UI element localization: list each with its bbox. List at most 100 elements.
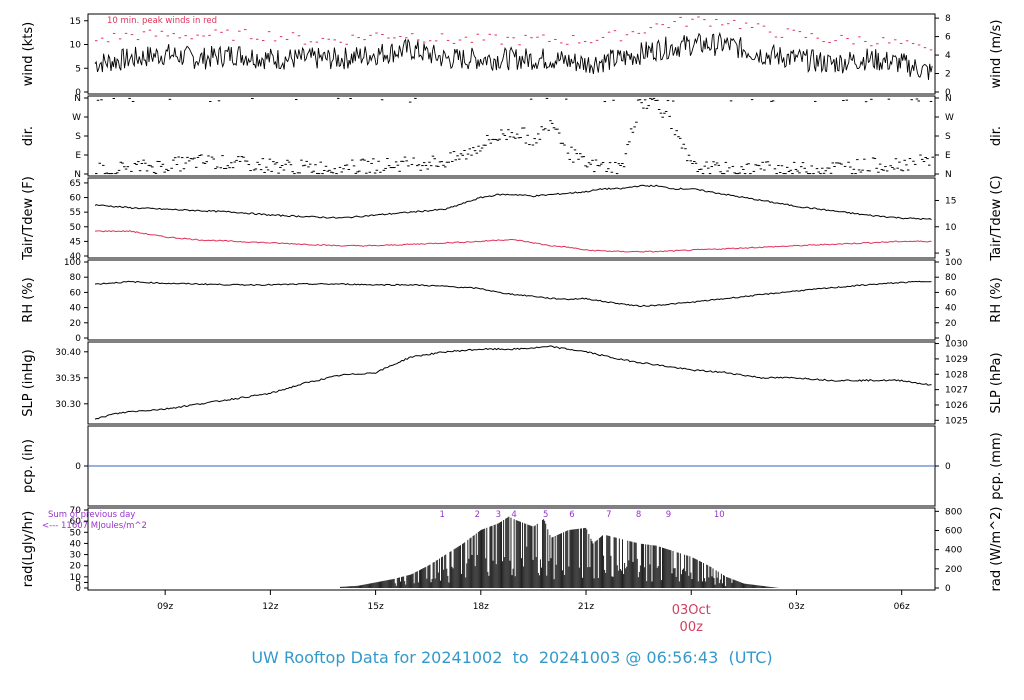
rad-sum-value: <--- 11607 MJoules/m^2 bbox=[42, 521, 147, 531]
y-tick-label: 10 bbox=[70, 41, 82, 51]
panel-rh: 0 20 40 60 80 100 0 20 40 60 80 100 RH (%) RH (%) bbox=[21, 258, 1004, 344]
footer-prefix: UW Rooftop Data for bbox=[251, 648, 416, 667]
y-tick-label: 30.40 bbox=[55, 348, 81, 358]
x-axis: 09z 12z 15z 18z 21z 03z 06z 03Oct 00z bbox=[157, 590, 910, 635]
y-tick-label: 40 bbox=[70, 304, 82, 314]
y2-tick-label: 600 bbox=[945, 527, 962, 537]
y2-tick-label: 100 bbox=[945, 258, 962, 268]
y-axis-label: rad(Lgly/hr) bbox=[21, 511, 36, 587]
x-tick-label: 15z bbox=[368, 602, 384, 612]
wind-speed-line bbox=[94, 31, 933, 80]
panel-slp: 30.30 30.35 30.40 1025 1026 1027 1028 1029 1030 S… bbox=[21, 340, 1004, 427]
hour-label: 5 bbox=[543, 510, 548, 520]
dewpoint-line bbox=[94, 230, 932, 253]
y2-axis-label: wind (m/s) bbox=[989, 20, 1004, 89]
y2-tick-label: 1027 bbox=[945, 386, 968, 396]
y2-tick-label: 40 bbox=[945, 304, 957, 314]
y-tick-label: 45 bbox=[70, 237, 81, 247]
y2-axis-label: SLP (hPa) bbox=[989, 352, 1004, 413]
x-tick-label: 09z bbox=[157, 602, 173, 612]
y-tick-label: 0 bbox=[75, 462, 81, 472]
hour-label: 1 bbox=[440, 510, 445, 520]
hour-label: 10 bbox=[714, 510, 725, 520]
y-tick-label: 100 bbox=[64, 258, 81, 268]
y2-tick-label: 1029 bbox=[945, 355, 968, 365]
y-tick-label: 30.35 bbox=[55, 374, 81, 384]
y-tick-label: 30.30 bbox=[55, 400, 81, 410]
y-tick-label: 0 bbox=[75, 334, 81, 344]
y-tick-label: 50 bbox=[70, 528, 82, 538]
y-tick-label: 15 bbox=[70, 17, 81, 27]
y2-tick-label: 400 bbox=[945, 546, 962, 556]
y-tick-label: 70 bbox=[70, 506, 82, 516]
y-tick-label: 40 bbox=[70, 539, 82, 549]
y-tick-label: 60 bbox=[70, 288, 82, 298]
y2-axis-label: rad (W/m^2) bbox=[989, 507, 1004, 592]
date-label: 03Oct bbox=[672, 603, 711, 618]
peak-wind-marks bbox=[95, 16, 933, 51]
y-tick-label: 50 bbox=[70, 223, 82, 233]
y-axis-label: Tair/Tdew (F) bbox=[21, 176, 36, 261]
y-tick-label: W bbox=[72, 113, 81, 123]
panel-frame bbox=[87, 13, 936, 95]
y-axis-label: dir. bbox=[21, 126, 36, 146]
hour-label: 8 bbox=[636, 510, 641, 520]
footer-end-date: 20241003 @ 06:56:43 bbox=[538, 648, 719, 667]
direction-marks bbox=[95, 97, 934, 175]
y2-tick-label: 0 bbox=[945, 462, 951, 472]
y-axis-label: RH (%) bbox=[21, 277, 36, 322]
y2-tick-label: 6 bbox=[945, 33, 951, 43]
panel-pcp: 0 0 pcp. (in) pcp. (mm) bbox=[21, 425, 1004, 507]
y-tick-label: N bbox=[74, 94, 81, 104]
y-tick-label: 20 bbox=[70, 319, 82, 329]
x-tick-label: 06z bbox=[894, 602, 910, 612]
date-sub-label: 00z bbox=[680, 620, 704, 635]
y2-tick-label: 15 bbox=[945, 196, 956, 206]
x-tick-label: 12z bbox=[262, 602, 278, 612]
y2-tick-label: 1025 bbox=[945, 416, 968, 426]
y2-axis-label: dir. bbox=[989, 126, 1004, 146]
y-axis-label: pcp. (in) bbox=[21, 439, 36, 493]
y2-tick-label: 5 bbox=[945, 249, 951, 259]
rad-sum-label: Sum of previous day bbox=[48, 510, 135, 520]
y-tick-label: 60 bbox=[70, 517, 82, 527]
y-tick-label: 20 bbox=[70, 562, 82, 572]
y2-axis-label: Tair/Tdew (C) bbox=[989, 175, 1004, 261]
y-tick-label: 0 bbox=[75, 584, 81, 594]
y-tick-label: N bbox=[74, 170, 81, 180]
x-tick-label: 18z bbox=[473, 602, 489, 612]
y2-tick-label: N bbox=[945, 170, 952, 180]
y-tick-label: 55 bbox=[70, 208, 81, 218]
panel-temp: 40 45 50 55 60 65 5 10 15 Tair/Tdew (F) Tair/Tdew … bbox=[21, 175, 1004, 262]
x-tick-label: 21z bbox=[578, 602, 594, 612]
y-axis-label: SLP (inHg) bbox=[21, 349, 36, 417]
panel-frame bbox=[87, 507, 936, 591]
y2-tick-label: 8 bbox=[945, 14, 951, 24]
y2-axis-label: RH (%) bbox=[989, 277, 1004, 322]
hour-labels: 1 2 3 4 5 6 7 8 9 10 bbox=[440, 510, 725, 520]
y2-tick-label: 1030 bbox=[945, 340, 968, 350]
hour-label: 6 bbox=[569, 510, 574, 520]
y-tick-label: 80 bbox=[70, 273, 82, 283]
air-temperature-line bbox=[94, 184, 932, 221]
footer-title: UW Rooftop Data for 20241002 to 20241003… bbox=[0, 648, 1024, 667]
y-tick-label: 60 bbox=[70, 194, 82, 204]
y2-tick-label: 2 bbox=[945, 70, 951, 80]
panel-frame bbox=[87, 259, 936, 341]
radiation-bars bbox=[340, 516, 779, 588]
hour-label: 7 bbox=[606, 510, 611, 520]
y-tick-label: 5 bbox=[75, 64, 81, 74]
y-tick-label: 65 bbox=[70, 179, 81, 189]
panel-rad: 05102030405060700200400600800rad(Lgly/hr… bbox=[21, 506, 1004, 594]
y2-tick-label: W bbox=[945, 113, 954, 123]
panel-frame bbox=[87, 341, 936, 425]
y2-tick-label: E bbox=[945, 151, 951, 161]
wind-annotation: 10 min. peak winds in red bbox=[107, 16, 217, 26]
y-axis-label: wind (kts) bbox=[21, 22, 36, 86]
rh-line bbox=[94, 280, 932, 308]
panel-wind: 0 5 10 15 0 2 4 6 8 wind (kts) wind (m/s) 10 min. p… bbox=[21, 13, 1004, 98]
footer-start-date: 20241002 bbox=[420, 648, 503, 667]
